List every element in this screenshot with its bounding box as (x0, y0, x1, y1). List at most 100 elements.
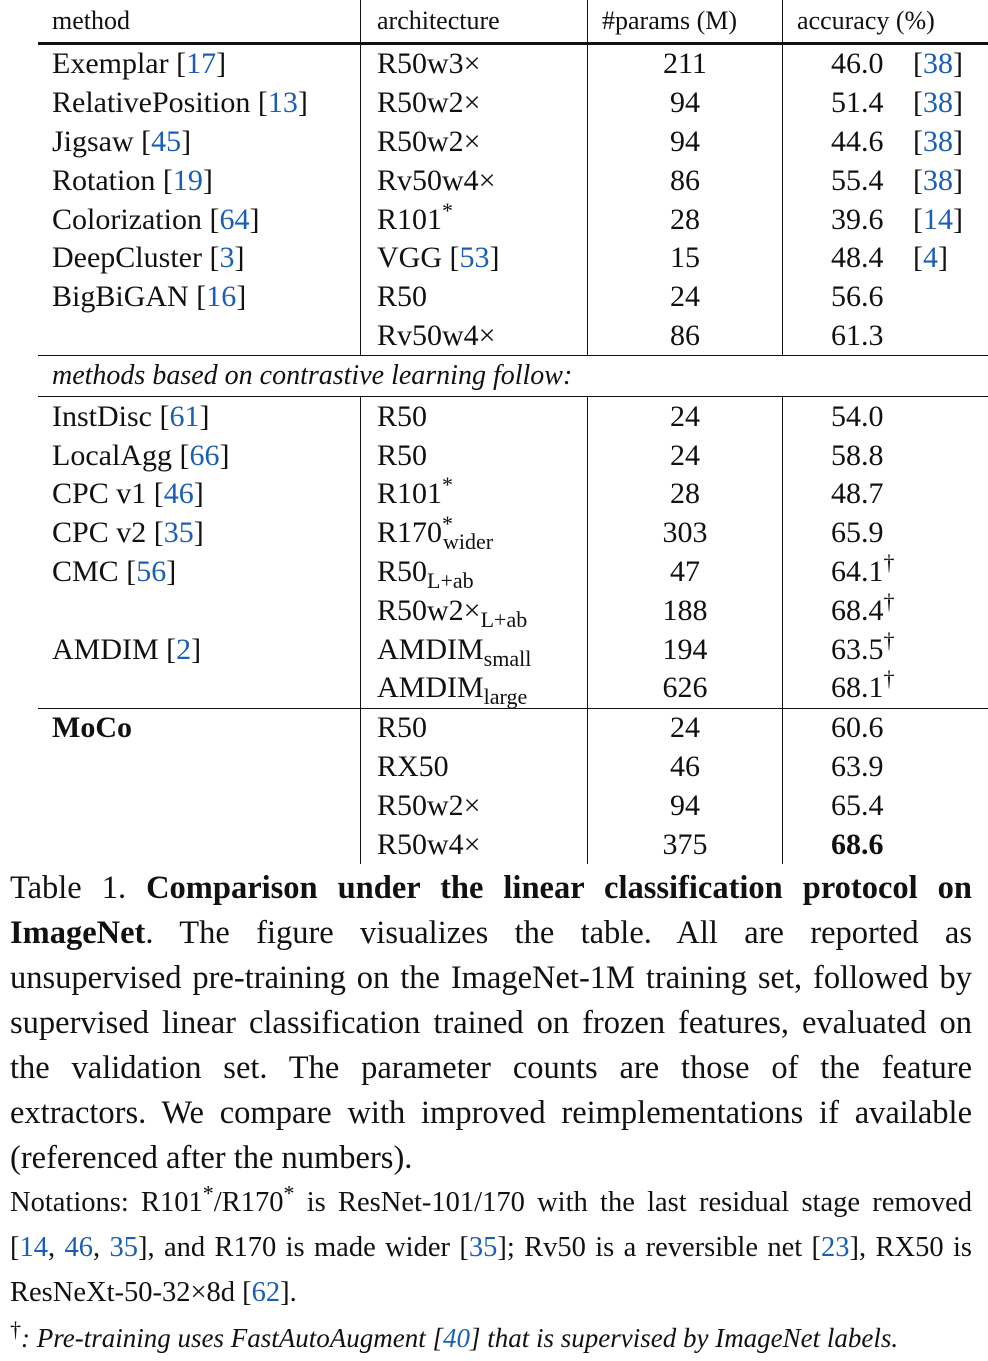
accuracy-number: 56.6 (831, 280, 884, 314)
accuracy-cell: 39.6 [14] (782, 200, 988, 239)
method-name: CPC v2 (52, 516, 147, 550)
accuracy-value: 63.5† (831, 629, 913, 665)
architecture-sup: * (442, 511, 454, 537)
architecture-sub: large (483, 684, 528, 710)
table-row: RelativePosition [13] R50w2× 94 51.4 [38] (38, 83, 988, 123)
citation-link[interactable]: 66 (189, 438, 220, 472)
accuracy-value: 54.0 (831, 399, 913, 433)
citation-link[interactable]: 38 (923, 163, 953, 197)
architecture-name: Rv50w4× (377, 163, 496, 197)
citation-link[interactable]: 46 (163, 477, 194, 511)
method-name: Exemplar (52, 47, 169, 81)
accuracy-number: 44.6 (831, 124, 884, 158)
table-header-row: method architecture #params (M) accuracy… (38, 0, 988, 45)
citation-link[interactable]: 40 (442, 1323, 470, 1353)
notations-text: ]. (280, 1277, 297, 1308)
architecture-cell: R50w2×L+ab (360, 591, 588, 630)
footnote: †: Pre-training uses FastAutoAugment [40… (10, 1318, 972, 1358)
accuracy-number: 48.7 (831, 477, 884, 511)
accuracy-cell: 68.6 (782, 825, 988, 864)
params-cell: 86 (587, 316, 783, 356)
citation-link[interactable]: 38 (923, 86, 953, 120)
accuracy-cell: 54.0 (782, 396, 988, 437)
table-caption: Table 1. Comparison under the linear cla… (10, 866, 972, 1181)
architecture-cell: R50 (360, 277, 588, 317)
accuracy-value: 56.6 (831, 282, 913, 312)
citation-link[interactable]: 13 (267, 86, 298, 120)
caption-label: Table 1. (10, 870, 127, 906)
accuracy-number: 65.4 (831, 788, 884, 822)
table-row: CMC [56] R50L+ab 47 64.1† (38, 551, 988, 591)
citation-link[interactable]: 46 (64, 1232, 94, 1263)
table-row: AMDIM [2] AMDIMsmall 194 63.5† (38, 629, 988, 669)
citation-link[interactable]: 14 (19, 1232, 49, 1263)
method-cell: DeepCluster [3] (52, 241, 245, 275)
citation-link[interactable]: 64 (219, 202, 250, 236)
table-row: RX50 46 63.9 (38, 747, 988, 787)
method-name: InstDisc (52, 399, 152, 433)
accuracy-cell: 65.4 (782, 786, 988, 826)
table-row: MoCo R50 24 60.6 (38, 707, 988, 748)
architecture-cell: R101* (360, 199, 588, 239)
citation-link[interactable]: 35 (109, 1232, 139, 1263)
accuracy-number: 60.6 (831, 711, 884, 745)
params-cell: 626 (587, 668, 783, 709)
notations-text: , (93, 1232, 110, 1263)
citation-link[interactable]: 56 (136, 554, 167, 588)
method-cell: Jigsaw [45] (52, 124, 192, 158)
citation-link[interactable]: 53 (459, 241, 490, 275)
accuracy-cell: 61.3 (782, 316, 988, 356)
accuracy-number: 68.1 (831, 671, 884, 705)
citation-link[interactable]: 38 (923, 124, 953, 158)
citation-link[interactable]: 35 (163, 516, 194, 550)
citation-link[interactable]: 19 (172, 163, 203, 197)
params-cell: 211 (587, 43, 783, 84)
method-name: BigBiGAN (52, 280, 189, 314)
citation-link[interactable]: 61 (169, 399, 200, 433)
accuracy-number: 54.0 (831, 399, 884, 433)
accuracy-value: 48.7 (831, 479, 913, 509)
method-cell: CPC v2 [35] (52, 516, 204, 550)
notations-paragraph: Notations: R101*/R170* is ResNet-101/170… (10, 1180, 972, 1315)
params-cell: 24 (587, 436, 783, 475)
notations-text: ]; Rv50 is a reversible net [ (497, 1232, 822, 1263)
architecture-cell: R50L+ab (360, 552, 588, 591)
architecture-cell: Rv50w4× (360, 316, 588, 356)
notations-text: Notations: R101 (10, 1187, 203, 1218)
accuracy-value: 65.9 (831, 518, 913, 548)
params-cell: 28 (587, 474, 783, 514)
citation-link[interactable]: 62 (251, 1277, 281, 1308)
accuracy-cell: 68.4† (782, 590, 988, 631)
citation-link[interactable]: 45 (151, 124, 182, 158)
accuracy-value: 51.4 (831, 88, 913, 118)
header-params: #params (M) (587, 0, 783, 45)
notations-text: is ResNet-101/170 with the last residual… (10, 1187, 972, 1263)
table-row: Colorization [64] R101* 28 39.6 [14] (38, 199, 988, 239)
citation-link[interactable]: 17 (186, 47, 217, 81)
accuracy-cell: 44.6 [38] (782, 122, 988, 162)
architecture-sub: wider (443, 529, 494, 555)
params-cell: 194 (587, 630, 783, 669)
accuracy-value: 68.1† (831, 668, 913, 705)
params-cell: 94 (587, 122, 783, 162)
citation-link[interactable]: 2 (176, 632, 192, 666)
architecture-name: AMDIM (377, 671, 484, 705)
accuracy-value: 48.4 (831, 243, 913, 273)
citation-link[interactable]: 14 (923, 202, 953, 236)
citation-link[interactable]: 38 (923, 47, 953, 81)
citation-link[interactable]: 23 (821, 1232, 850, 1263)
citation-link[interactable]: 3 (219, 241, 235, 275)
method-cell (38, 786, 361, 825)
citation-link[interactable]: 16 (206, 280, 237, 314)
method-name: Colorization (52, 202, 202, 236)
method-cell: Colorization [64] (52, 202, 260, 236)
accuracy-value: 64.1† (831, 551, 913, 587)
architecture-name: R50 (377, 711, 428, 745)
comparison-table: method architecture #params (M) accuracy… (38, 0, 988, 864)
citation-link[interactable]: 35 (468, 1232, 498, 1263)
accuracy-number: 61.3 (831, 318, 884, 352)
citation-link[interactable]: 4 (923, 241, 938, 275)
accuracy-value: 58.8 (831, 440, 913, 471)
method-cell (38, 591, 361, 630)
table-row: Rv50w4× 86 61.3 (38, 316, 988, 356)
